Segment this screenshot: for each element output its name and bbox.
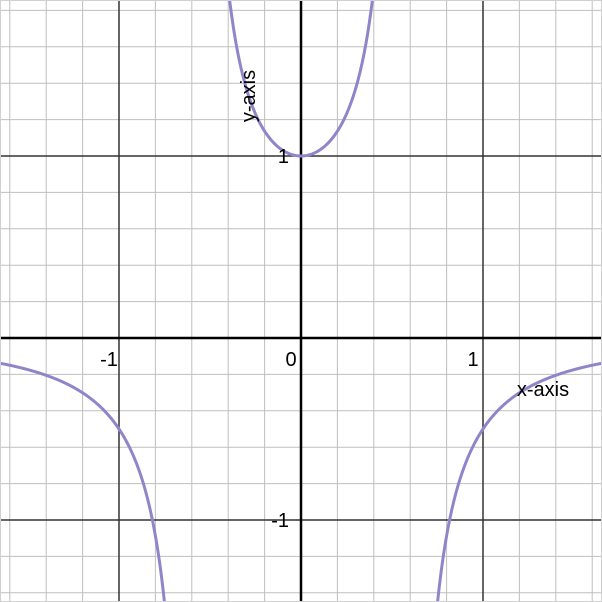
x-tick-label: -1 <box>100 349 118 371</box>
chart-plot: -1 0 1 -1 1 x-axis y-axis <box>0 0 602 602</box>
y-tick-label: 1 <box>278 146 289 168</box>
x-tick-label: 1 <box>467 349 478 371</box>
y-axis-label: y-axis <box>238 70 260 122</box>
y-tick-label: -1 <box>271 510 289 532</box>
x-axis-label: x-axis <box>517 379 569 401</box>
x-tick-label: 0 <box>285 349 296 371</box>
